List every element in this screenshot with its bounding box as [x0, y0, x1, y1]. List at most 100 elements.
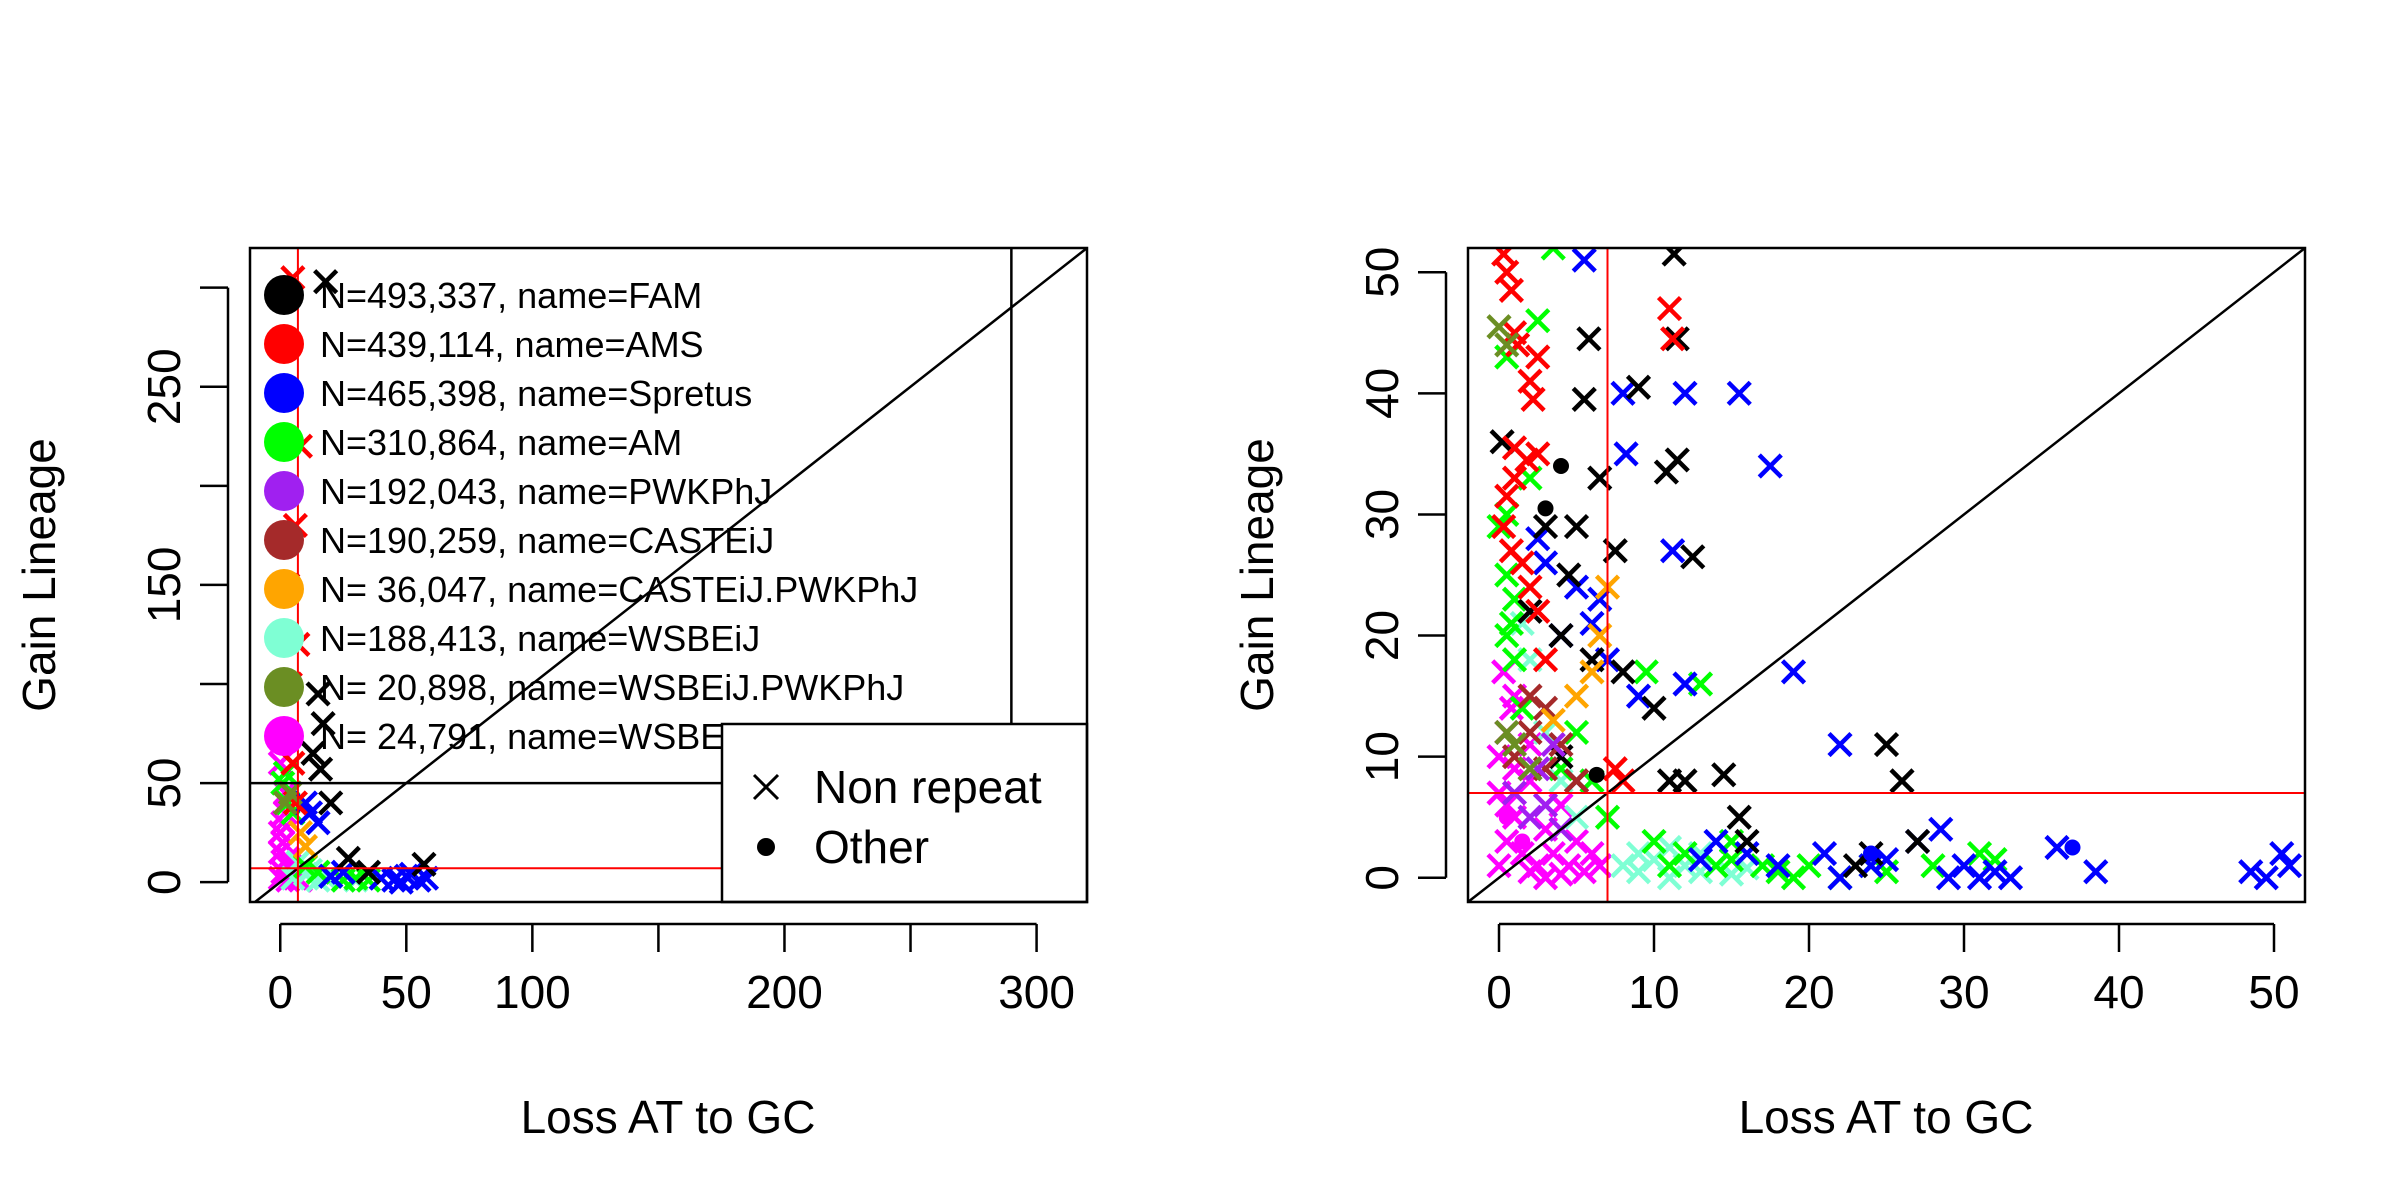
right-point-x — [1486, 314, 1512, 340]
right-y-tick-label: 20 — [1356, 610, 1408, 661]
left-strain-legend: N=493,337, name=FAM N=439,114, name=AMS N=… — [264, 275, 918, 757]
right-point-x — [1509, 840, 1535, 867]
legend-strain-swatch — [264, 667, 304, 707]
right-point-x — [1525, 526, 1551, 552]
legend-strain-swatch — [264, 618, 304, 658]
right-point-x — [1641, 828, 1667, 855]
right-point-x — [1703, 853, 1729, 879]
legend-strain-swatch — [264, 422, 304, 462]
right-point-x — [1494, 562, 1520, 588]
right-point-x — [1501, 586, 1528, 612]
right-point-x — [1610, 380, 1636, 406]
right-y-tick-label: 50 — [1356, 247, 1408, 298]
left-panel: N=493,337, name=FAM N=439,114, name=AMS N=… — [13, 246, 1089, 1143]
right-point-x — [1672, 840, 1698, 867]
right-point-x — [1525, 344, 1551, 370]
right-point-x — [1548, 861, 1574, 887]
right-point-x — [1498, 277, 1524, 303]
right-point-x — [1734, 828, 1760, 855]
right-x-tick-label: 20 — [1783, 966, 1834, 1018]
right-point-x — [1904, 828, 1931, 855]
right-point-x — [1563, 683, 1590, 709]
right-point-x — [1920, 853, 1946, 879]
right-point-x — [1672, 768, 1698, 794]
right-point-x — [1556, 562, 1582, 588]
right-point-x — [1494, 719, 1520, 746]
right-point-x — [1494, 332, 1520, 358]
left-point-x — [355, 859, 382, 885]
right-point-x — [1540, 731, 1566, 758]
right-point-x — [1579, 659, 1605, 685]
right-point-x — [1509, 610, 1535, 637]
right-point-x — [1517, 574, 1543, 600]
right-point-x — [1726, 804, 1752, 830]
left-point-x — [287, 820, 314, 846]
right-point-x — [1501, 465, 1528, 491]
right-point-x — [1563, 828, 1590, 855]
right-point-x — [1525, 756, 1551, 782]
right-point-x — [1494, 259, 1520, 285]
right-point-x — [1501, 647, 1528, 673]
legend-strain-swatch — [264, 569, 304, 609]
right-point-x — [1664, 326, 1690, 352]
right-point-x — [1532, 647, 1559, 673]
right-point-x — [1517, 756, 1543, 782]
left-axes: 0 50 100 200 300 0 50 150 250 — [138, 286, 1075, 1018]
right-point-x — [1548, 622, 1574, 649]
right-point-x — [1563, 768, 1590, 794]
right-plot-marks — [1468, 248, 2305, 902]
right-point-x — [1811, 840, 1838, 867]
right-point-x — [1579, 610, 1605, 637]
right-point-dot — [2064, 839, 2081, 856]
left-y-tick-label: 150 — [138, 547, 190, 624]
right-panel: 0 10 20 30 40 50 0 10 20 30 40 50 Loss AT to GC Gai… — [1231, 247, 2307, 1143]
right-point-x — [1501, 744, 1528, 770]
right-point-x — [1491, 513, 1517, 540]
legend-symbol-label: Other — [814, 821, 929, 873]
right-point-x — [1656, 853, 1683, 879]
left-point-x — [307, 756, 334, 782]
legend-symbol-label: Non repeat — [814, 761, 1042, 813]
right-point-x — [1525, 308, 1551, 334]
right-point-x — [1672, 671, 1698, 697]
right-x-tick-label: 50 — [2248, 966, 2299, 1018]
right-point-x — [1656, 865, 1683, 891]
right-point-x — [1501, 731, 1528, 758]
right-point-x — [1579, 647, 1605, 673]
right-point-x — [1540, 707, 1566, 733]
legend-strain-label: N= 20,898, name=WSBEiJ.PWKPhJ — [320, 667, 904, 708]
left-y-axis-label: Gain Lineage — [13, 438, 65, 712]
right-point-x — [1517, 804, 1543, 830]
right-point-x — [1563, 513, 1590, 540]
right-point-x — [1660, 326, 1686, 352]
left-point-x — [318, 790, 344, 816]
right-axes: 0 10 20 30 40 50 0 10 20 30 40 50 — [1356, 247, 2300, 1018]
right-point-x — [1486, 513, 1512, 540]
right-point-x — [1656, 295, 1683, 322]
right-point-x — [1610, 853, 1636, 879]
right-point-dot — [1588, 766, 1605, 783]
right-point-x — [1966, 865, 1993, 891]
right-point-x — [1525, 441, 1551, 467]
right-point-x — [1494, 483, 1520, 509]
left-plot-frame — [248, 246, 1089, 904]
right-point-x — [1625, 683, 1652, 709]
right-point-dot — [1498, 809, 1515, 826]
right-point-x — [1780, 659, 1807, 685]
right-point-x — [1579, 840, 1605, 867]
right-point-x — [1827, 865, 1853, 891]
right-point-x — [1517, 683, 1543, 709]
legend-strain-swatch — [264, 275, 304, 315]
right-point-x — [2253, 865, 2279, 891]
right-y-tick-label: 30 — [1356, 489, 1408, 540]
right-point-x — [1726, 380, 1752, 406]
right-point-x — [1505, 332, 1531, 358]
right-point-x — [1873, 847, 1900, 873]
left-point-x — [305, 681, 331, 707]
right-point-x — [1532, 792, 1559, 818]
left-diagonal-line — [254, 248, 1087, 902]
right-point-dot — [1537, 500, 1554, 517]
legend-strain-swatch — [264, 471, 304, 511]
right-point-x — [1660, 538, 1686, 564]
